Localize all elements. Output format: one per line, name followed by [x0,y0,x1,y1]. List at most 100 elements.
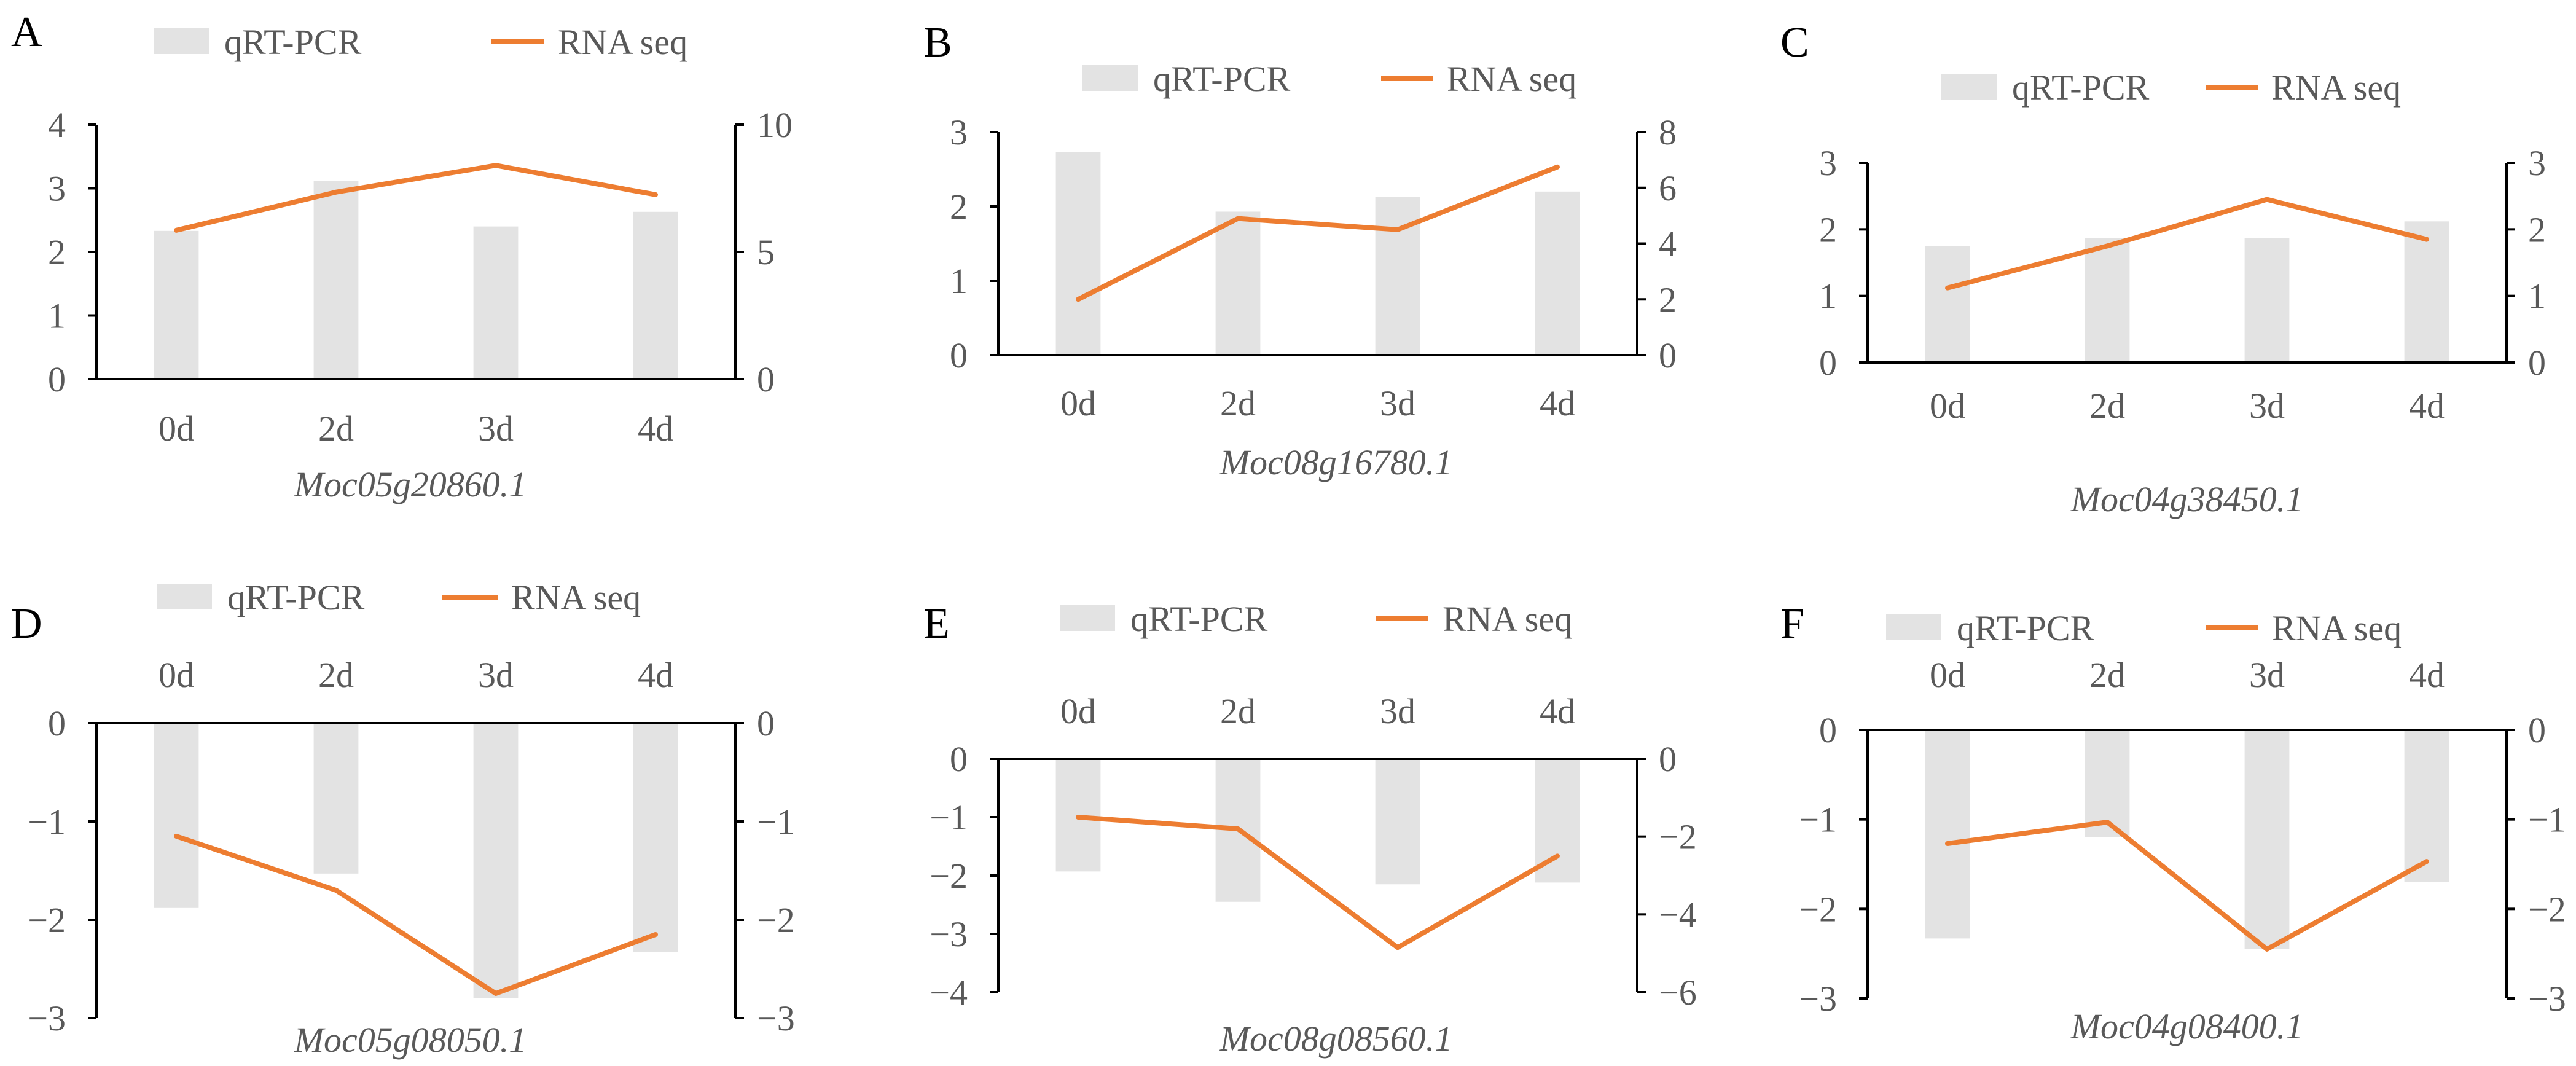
y-tick-label-right: 0 [1659,335,1677,375]
y-tick-label-left: −3 [1799,979,1837,1019]
gene-name: Moc04g38450.1 [2070,479,2304,519]
legend-line-label: RNA seq [511,578,641,617]
x-tick-label: 3d [478,655,514,695]
y-tick-label-left: 0 [48,703,66,743]
gene-name: Moc05g20860.1 [294,464,527,504]
y-tick-label-right: 0 [2528,343,2546,383]
line-rna-seq [1945,197,2429,291]
x-tick-label: 0d [1930,655,1965,695]
legend-line-label: RNA seq [558,22,687,62]
x-tick-label: 0d [1060,383,1096,423]
y-tick-label-left: 1 [1819,276,1837,316]
x-tick-label: 0d [1060,691,1096,731]
gene-name: Moc05g08050.1 [294,1020,527,1060]
panel-letter: B [923,19,952,66]
panel-letter: F [1780,600,1804,648]
y-tick-label-right: 0 [757,359,775,399]
x-tick-label: 2d [2089,655,2125,695]
x-tick-label: 3d [2249,655,2285,695]
legend-bar-label: qRT-PCR [1130,599,1268,639]
y-tick-label-left: −3 [930,914,968,954]
x-tick-label: 2d [2089,386,2125,426]
line-rna-seq [1076,815,1560,950]
legend-bar-swatch [1886,614,1941,640]
x-tick-label: 4d [638,409,673,449]
y-tick-label-left: 0 [1819,710,1837,750]
x-tick-label: 0d [159,655,194,695]
y-tick-label-right: −4 [1659,895,1697,935]
x-tick-label: 3d [478,409,514,449]
x-tick-label: 4d [638,655,673,695]
legend-line-label: RNA seq [1443,599,1572,639]
legend-bar-swatch [154,28,209,54]
legend-bar-swatch [1082,65,1138,91]
x-tick-label: 2d [1220,383,1256,423]
line-rna-seq [1076,164,1560,302]
bar-qrt-pcr [633,211,678,379]
legend-bar-label: qRT-PCR [224,22,362,62]
bar-qrt-pcr [2085,238,2130,363]
y-tick-label-right: −1 [2528,800,2566,840]
y-tick-label-left: −2 [28,900,66,940]
x-tick-label: 3d [1380,691,1415,731]
bar-qrt-pcr [473,723,519,998]
y-tick-label-left: 0 [48,359,66,399]
y-tick-label-left: 0 [1819,343,1837,383]
x-tick-label: 2d [318,655,354,695]
bar-qrt-pcr [313,723,359,874]
x-tick-label: 2d [1220,691,1256,731]
legend-bar-label: qRT-PCR [1153,59,1291,99]
bar-qrt-pcr [1375,759,1420,885]
legend-line-label: RNA seq [1447,59,1576,99]
y-tick-label-right: 10 [757,105,793,145]
gene-name: Moc04g08400.1 [2070,1006,2304,1046]
legend-bar-swatch [1941,74,1997,100]
y-tick-label-left: 4 [48,105,66,145]
y-tick-label-right: −1 [757,802,795,842]
y-tick-label-left: 2 [1819,210,1837,249]
bar-qrt-pcr [2404,221,2449,363]
y-tick-label-right: 0 [1659,739,1677,779]
legend-line-label: RNA seq [2272,608,2402,648]
y-tick-label-right: −2 [2528,889,2566,929]
y-tick-label-left: 3 [950,112,968,152]
y-tick-label-left: 2 [48,232,66,272]
y-tick-label-left: 0 [950,335,968,375]
line-rna-seq [1945,820,2429,952]
x-tick-label: 4d [2409,386,2445,426]
bar-qrt-pcr [1925,246,1970,363]
legend-line-label: RNA seq [2271,68,2401,108]
legend-bar-swatch [1060,605,1115,631]
x-tick-label: 4d [1540,383,1575,423]
y-tick-label-right: 0 [2528,710,2546,750]
legend-bar-label: qRT-PCR [227,578,365,617]
bar-qrt-pcr [154,230,199,379]
panel-letter: C [1780,19,1809,66]
legend-bar-label: qRT-PCR [1957,608,2094,648]
y-tick-label-left: 1 [950,261,968,301]
y-tick-label-right: 3 [2528,143,2546,183]
y-tick-label-left: −2 [1799,889,1837,929]
bar-qrt-pcr [2244,730,2290,949]
y-tick-label-left: 1 [48,296,66,336]
y-tick-label-left: 2 [950,187,968,227]
x-tick-label: 4d [2409,655,2445,695]
legend-bar-swatch [157,584,212,609]
gene-name: Moc08g08560.1 [1219,1019,1453,1059]
bar-qrt-pcr [154,723,199,908]
y-tick-label-left: −2 [930,856,968,896]
y-tick-label-left: −4 [930,973,968,1013]
y-tick-label-right: 2 [2528,210,2546,249]
bar-qrt-pcr [1215,211,1261,355]
x-tick-label: 0d [159,409,194,449]
panel-letter: A [11,9,42,56]
y-tick-label-left: −1 [1799,800,1837,840]
bar-qrt-pcr [473,226,519,379]
y-tick-label-left: −1 [28,802,66,842]
y-tick-label-right: −6 [1659,973,1697,1013]
